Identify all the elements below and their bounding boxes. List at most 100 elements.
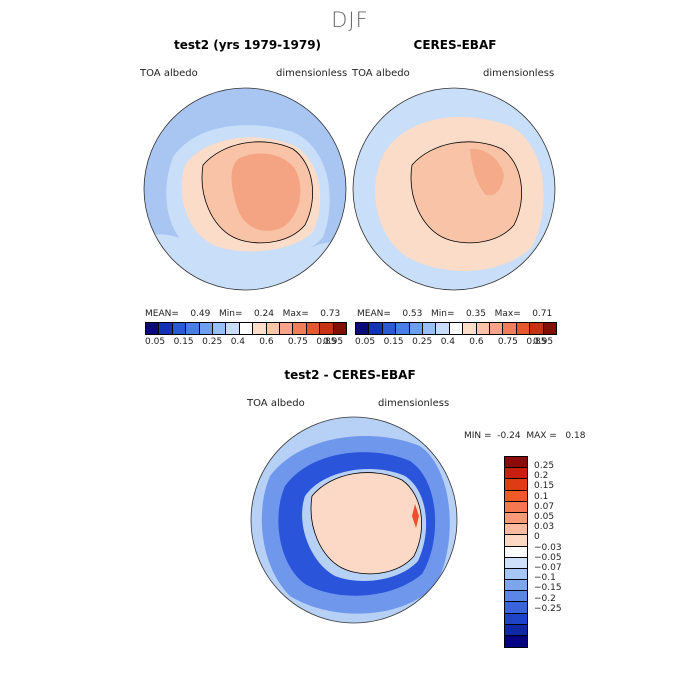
diff-panel-title: test2 - CERES-EBAF [284,368,416,382]
diff-antarctica [310,472,422,575]
diff-colorbar-label: −0.07 [534,563,562,574]
colorbar-tick-label: 0.05 [145,337,166,347]
diff-colorbar-label: 0.05 [534,512,555,523]
colorbar-tick-label: 0.05 [355,337,376,347]
colorbar-swatch [226,323,240,334]
diff-colorbar-swatch [505,546,527,558]
left-panel-title: test2 (yrs 1979-1979) [173,38,322,52]
colorbar-swatch [146,323,160,334]
colorbar-tick-label: 0.85 [526,337,547,347]
colorbar-swatch [199,323,214,334]
diff-colorbar-swatch [505,624,527,636]
colorbar-swatch [423,323,437,334]
left-units-label: dimensionless [276,68,348,79]
right-units-label: dimensionless [483,68,555,79]
colorbar-tick-label: 0.25 [202,337,223,347]
diff-colorbar-label: 0.07 [534,501,555,512]
colorbar-swatch [333,323,347,334]
colorbar-swatch [516,323,531,334]
colorbar-swatch [280,323,294,334]
colorbar-swatch [543,323,557,334]
left-colorbar [145,322,347,335]
colorbar-swatch [186,323,200,334]
diff-colorbar-swatch [505,479,527,491]
right-stats: MEAN= 0.53 Min= 0.35 Max= 0.71 [357,309,553,319]
left-var-label: TOA albedo [140,68,198,79]
colorbar-swatch [239,323,254,334]
colorbar-swatch [266,323,281,334]
diff-colorbar-swatch [505,512,527,525]
diff-colorbar-swatch [505,501,527,513]
diff-colorbar-label: 0.2 [534,471,549,482]
colorbar-tick-label: 0.6 [259,337,274,347]
diff-colorbar [504,456,528,649]
right-polar-map [352,87,556,291]
colorbar-tick-label: 0.4 [440,337,456,347]
season-title: DJF [331,8,369,32]
diff-colorbar-label: −0.03 [534,542,562,553]
diff-colorbar-swatch [505,636,527,648]
diff-colorbar-label: −0.2 [534,593,556,604]
diff-coastal-positive [412,504,419,528]
colorbar-tick-label: 0.25 [412,337,433,347]
right-var-label: TOA albedo [352,68,410,79]
colorbar-swatch [213,323,227,334]
diff-colorbar-swatch [505,613,527,625]
colorbar-swatch [159,323,173,334]
right-colorbar-ticks: 0.05 0.15 0.25 0.4 0.6 0.75 0.85 0.95 [355,337,555,349]
diff-colorbar-swatch [505,580,527,592]
colorbar-swatch [503,323,517,334]
left-colorbar-ticks: 0.05 0.15 0.25 0.4 0.6 0.75 0.85 0.95 [145,337,345,349]
diff-colorbar-swatch [505,457,527,469]
diff-var-label: TOA albedo [247,398,305,409]
colorbar-tick-label: 0.75 [497,337,518,347]
left-polar-map [143,87,347,291]
colorbar-swatch [369,323,383,334]
diff-colorbar-swatch [505,535,527,547]
colorbar-swatch [476,323,491,334]
diff-colorbar-labels: 0.25 0.2 0.15 0.1 0.07 0.05 0.03 0 −0.03 −0.05 −0.… [534,461,594,614]
left-stats: MEAN= 0.49 Min= 0.24 Max= 0.73 [145,309,341,319]
colorbar-swatch [382,323,397,334]
colorbar-swatch [463,323,477,334]
diff-colorbar-label: −0.1 [534,573,556,584]
diff-colorbar-swatch [505,490,527,502]
colorbar-tick-label: 0.85 [316,337,337,347]
left-plateau [231,153,301,231]
colorbar-swatch [320,323,334,334]
diff-colorbar-label: −0.25 [534,603,562,614]
diff-colorbar-swatch [505,568,527,581]
colorbar-swatch [172,323,187,334]
diff-colorbar-swatch [505,602,527,614]
diff-colorbar-label: 0.1 [534,491,549,502]
diff-colorbar-swatch [505,468,527,480]
diff-colorbar-label: 0.15 [534,481,555,492]
colorbar-tick-label: 0.95 [323,337,344,347]
right-panel-title: CERES-EBAF [413,38,497,52]
right-ridge [470,148,504,196]
diff-colorbar-swatch [505,557,527,569]
colorbar-swatch [253,323,267,334]
diff-colorbar-swatch [505,524,527,536]
diff-minmax: MIN = -0.24 MAX = 0.18 [464,431,586,441]
colorbar-swatch [293,323,307,334]
diff-colorbar-swatch [505,591,527,603]
colorbar-tick-label: 0.15 [383,337,404,347]
colorbar-tick-label: 0.4 [230,337,246,347]
colorbar-swatch [409,323,424,334]
diff-polar-map [250,416,458,624]
colorbar-swatch [356,323,370,334]
colorbar-tick-label: 0.15 [173,337,194,347]
diff-colorbar-label: 0.25 [534,461,555,471]
colorbar-swatch [530,323,544,334]
colorbar-tick-label: 0.6 [469,337,484,347]
diff-colorbar-label: −0.05 [534,552,562,563]
colorbar-tick-label: 0.75 [287,337,308,347]
colorbar-swatch [449,323,464,334]
colorbar-swatch [396,323,410,334]
diff-colorbar-label: 0.03 [534,522,555,533]
colorbar-tick-label: 0.95 [533,337,554,347]
colorbar-swatch [436,323,450,334]
right-colorbar [355,322,557,335]
colorbar-swatch [306,323,321,334]
